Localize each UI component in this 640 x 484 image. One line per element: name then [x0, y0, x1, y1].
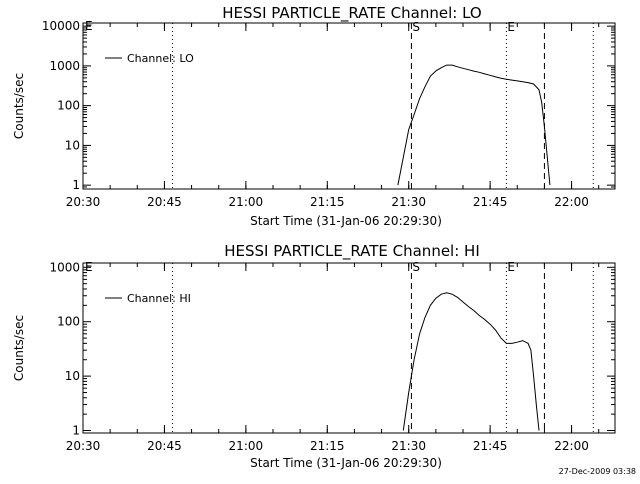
- legend: Channel: LO: [105, 52, 194, 65]
- marker-label: S: [412, 260, 420, 274]
- y-axis: 1 10 100 1000 10000: [42, 19, 615, 192]
- x-tick-label: 21:15: [310, 195, 345, 209]
- y-tick-label: 10: [65, 138, 80, 152]
- legend: Channel: HI: [105, 292, 191, 305]
- x-tick-label: 20:45: [147, 195, 182, 209]
- x-tick-label: 21:45: [473, 439, 508, 453]
- x-tick-label: 21:30: [391, 195, 426, 209]
- corner-mark: E: [85, 260, 93, 274]
- x-tick-label: 21:00: [229, 195, 264, 209]
- legend-label: Channel: LO: [127, 52, 194, 65]
- y-tick-label: 10000: [42, 19, 80, 33]
- y-axis-label: Counts/sec: [12, 73, 26, 139]
- plot-frame: [82, 262, 616, 434]
- y-tick-label: 10: [65, 369, 80, 383]
- series-line: [397, 64, 551, 186]
- marker-label: E: [507, 260, 515, 274]
- marker-label: S: [412, 20, 420, 34]
- chart-title: HESSI PARTICLE_RATE Channel: LO: [222, 4, 481, 23]
- x-tick-label: 20:30: [66, 195, 101, 209]
- series-line: [402, 292, 540, 431]
- marker-label: E: [507, 20, 515, 34]
- panel-lo: HESSI PARTICLE_RATE Channel: LO 20:30 20:…: [12, 4, 616, 228]
- x-tick-label: 22:00: [554, 195, 589, 209]
- x-tick-label: 21:30: [391, 439, 426, 453]
- chart-title: HESSI PARTICLE_RATE Channel: HI: [224, 242, 480, 261]
- y-tick-label: 1000: [49, 59, 80, 73]
- y-tick-label: 1: [72, 424, 80, 438]
- legend-label: Channel: HI: [127, 292, 191, 305]
- y-axis-label: Counts/sec: [12, 315, 26, 381]
- x-tick-label: 20:45: [147, 439, 182, 453]
- corner-mark: E: [85, 19, 93, 33]
- x-axis: 20:30 20:45 21:00 21:15 21:30 21:45 22:00: [66, 263, 600, 453]
- x-axis: 20:30 20:45 21:00 21:15 21:30 21:45 22:00: [66, 23, 600, 209]
- x-tick-label: 21:45: [473, 195, 508, 209]
- x-tick-label: 22:00: [554, 439, 589, 453]
- x-tick-label: 21:15: [310, 439, 345, 453]
- y-tick-label: 1: [72, 178, 80, 192]
- x-axis-label: Start Time (31-Jan-06 20:29:30): [250, 214, 442, 228]
- x-tick-label: 21:00: [229, 439, 264, 453]
- x-axis-label: Start Time (31-Jan-06 20:29:30): [250, 456, 442, 470]
- y-tick-label: 100: [57, 315, 80, 329]
- panel-hi: HESSI PARTICLE_RATE Channel: HI 20:30 20:…: [12, 242, 616, 470]
- y-tick-label: 100: [57, 99, 80, 113]
- y-axis: 1 10 100 1000: [49, 260, 615, 438]
- y-tick-label: 1000: [49, 260, 80, 274]
- generation-timestamp: 27-Dec-2009 03:38: [559, 467, 636, 476]
- x-tick-label: 20:30: [66, 439, 101, 453]
